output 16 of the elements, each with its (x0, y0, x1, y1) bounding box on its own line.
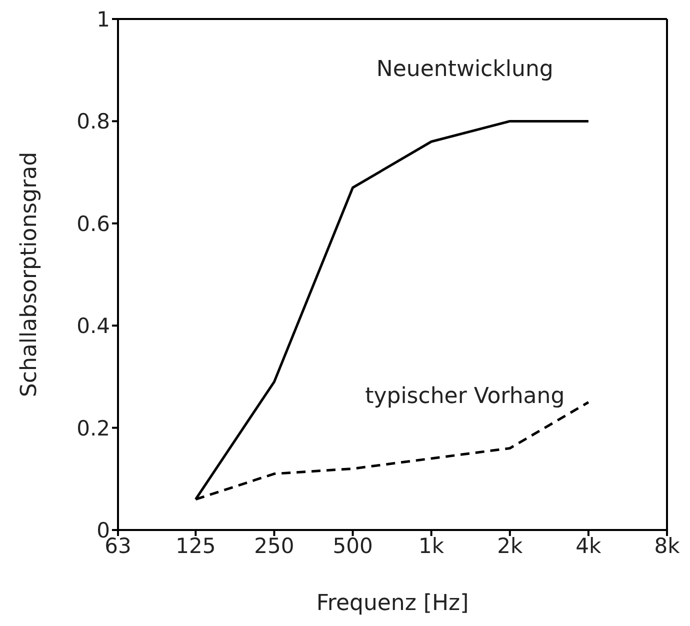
y-tick-label: 0.8 (76, 110, 110, 134)
x-tick-label: 2k (497, 534, 524, 558)
series-label: typischer Vorhang (365, 384, 565, 410)
y-tick-label: 0.4 (76, 314, 110, 338)
y-axis-title: Schallabsorptionsgrad (16, 152, 42, 398)
x-tick-label: 8k (654, 534, 681, 558)
x-tick-label: 1k (418, 534, 445, 558)
x-tick-label: 250 (254, 534, 294, 558)
y-tick-label: 1 (96, 7, 110, 32)
y-tick-label: 0.6 (76, 212, 110, 236)
x-tick-label: 125 (176, 534, 216, 558)
series-label: Neuentwicklung (376, 57, 554, 82)
x-tick-label: 4k (576, 534, 602, 558)
y-tick-label: 0.2 (76, 416, 110, 440)
x-axis-title: Frequenz [Hz] (316, 591, 469, 616)
x-tick-label: 500 (332, 534, 373, 558)
